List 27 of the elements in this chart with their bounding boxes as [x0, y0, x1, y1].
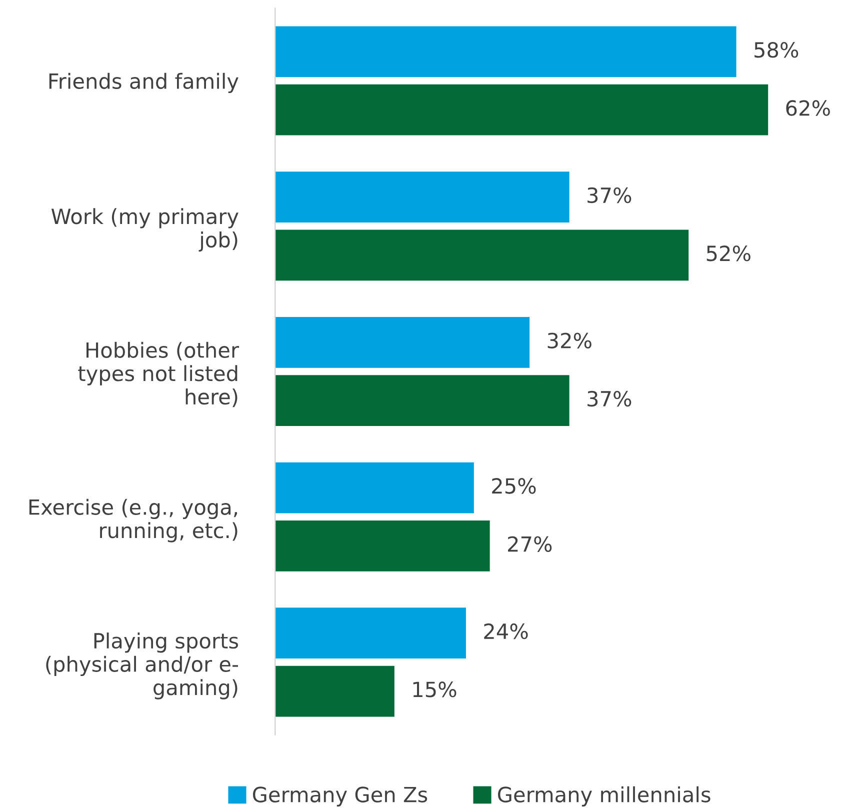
- bar: [275, 230, 689, 281]
- bar: [275, 84, 768, 136]
- data-label: 37%: [588, 390, 632, 407]
- legend-label: Germany millennials: [498, 786, 710, 806]
- bar: [275, 26, 736, 78]
- bar: [275, 375, 570, 426]
- data-label: 62%: [786, 100, 830, 116]
- data-label: 37%: [588, 187, 632, 204]
- data-label: 15%: [413, 682, 456, 698]
- bar: [275, 316, 530, 368]
- bar: [275, 462, 474, 514]
- bar: [275, 520, 490, 572]
- data-label: 58%: [754, 42, 798, 58]
- bar: [275, 608, 466, 659]
- y-tick-label: Friends and family: [49, 72, 238, 94]
- data-label: 52%: [706, 246, 750, 262]
- bar: [275, 666, 394, 717]
- data-label: 32%: [548, 332, 592, 348]
- bar: [275, 172, 570, 223]
- y-tick-label: Playing sports (physical and/or e- gaming): [46, 632, 238, 700]
- data-label: 24%: [484, 623, 528, 640]
- data-label: 25%: [492, 478, 536, 494]
- y-tick-label: Hobbies (other types not listed here): [78, 342, 240, 408]
- legend-label: Germany Gen Zs: [252, 786, 428, 806]
- y-tick-label: Work (my primary job): [51, 208, 238, 252]
- y-tick-label: Exercise (e.g., yoga, running, etc.): [29, 498, 238, 542]
- data-label: 27%: [508, 536, 552, 552]
